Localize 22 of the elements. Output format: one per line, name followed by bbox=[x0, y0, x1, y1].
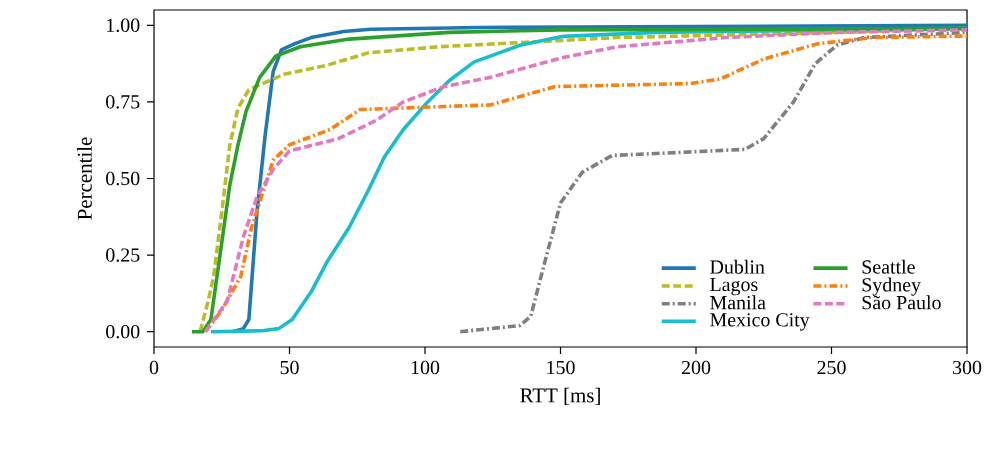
x-axis-title: RTT [ms] bbox=[520, 387, 600, 406]
y-tick-label: 0.50 bbox=[106, 171, 140, 186]
legend-label: Mexico City bbox=[710, 313, 810, 331]
legend-label: Dublin bbox=[710, 259, 765, 274]
legend-label: São Paulo bbox=[862, 295, 941, 310]
y-tick-label: 0.00 bbox=[106, 324, 140, 339]
legend-label: Lagos bbox=[710, 277, 758, 296]
x-tick-label: 150 bbox=[547, 360, 575, 375]
x-tick-label: 250 bbox=[817, 360, 846, 375]
y-tick-label: 1.00 bbox=[107, 18, 140, 33]
x-tick-label: 100 bbox=[411, 360, 440, 375]
legend-label: Manila bbox=[710, 295, 766, 310]
line-series bbox=[458, 30, 968, 334]
x-tick-label: 200 bbox=[681, 360, 711, 375]
y-axis-title: Percentile bbox=[77, 137, 92, 220]
x-tick-label: 300 bbox=[953, 360, 982, 375]
y-tick-label: 0.25 bbox=[106, 248, 140, 262]
legend-label: Sydney bbox=[862, 277, 921, 296]
legend-label: Seattle bbox=[862, 259, 915, 274]
x-tick-label: 50 bbox=[280, 360, 299, 375]
y-tick-label: 0.75 bbox=[106, 95, 140, 109]
x-tick-label: 0 bbox=[149, 360, 159, 375]
